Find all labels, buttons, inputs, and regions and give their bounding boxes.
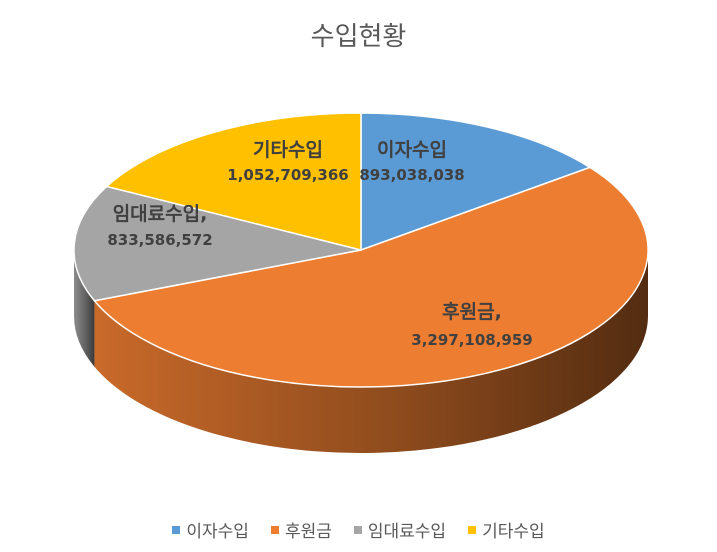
data-label-name-이자수입: 이자수입 (377, 139, 447, 161)
legend-label: 이자수입 (186, 522, 249, 542)
data-label-value-이자수입: 893,038,038 (359, 166, 464, 184)
legend-swatch (353, 525, 362, 534)
data-label-value-후원금: 3,297,108,959 (411, 331, 532, 349)
data-label-name-후원금: 후원금, (442, 301, 502, 323)
legend-swatch (172, 525, 181, 534)
legend-label: 기타수입 (482, 522, 545, 542)
data-label-value-임대료수입: 833,586,572 (107, 231, 212, 249)
legend-item-후원금: 후원금 (270, 517, 332, 542)
legend-swatch (468, 525, 477, 534)
pie-slice-이자수입 (360, 112, 592, 252)
pie-side-임대료수입 (74, 250, 95, 367)
legend-label: 임대료수입 (367, 522, 447, 542)
data-label-name-기타수입: 기타수입 (253, 139, 323, 161)
data-label-value-기타수입: 1,052,709,366 (227, 166, 348, 184)
legend-item-기타수입: 기타수입 (468, 517, 545, 542)
legend-swatch (270, 525, 279, 534)
pie-slice-기타수입 (105, 112, 362, 251)
legend-item-이자수입: 이자수입 (172, 517, 249, 542)
legend-label: 후원금 (284, 522, 332, 542)
chart-legend: 이자수입 후원금 임대료수입 기타수입 (0, 517, 717, 542)
chart-title: 수입현황 (310, 22, 407, 52)
pie-slice-후원금 (93, 166, 649, 388)
data-label-name-임대료수입: 임대료수입, (113, 203, 208, 225)
legend-item-임대료수입: 임대료수입 (353, 517, 447, 542)
pie-slice-임대료수입 (73, 185, 362, 302)
pie-side-후원금 (94, 250, 648, 453)
